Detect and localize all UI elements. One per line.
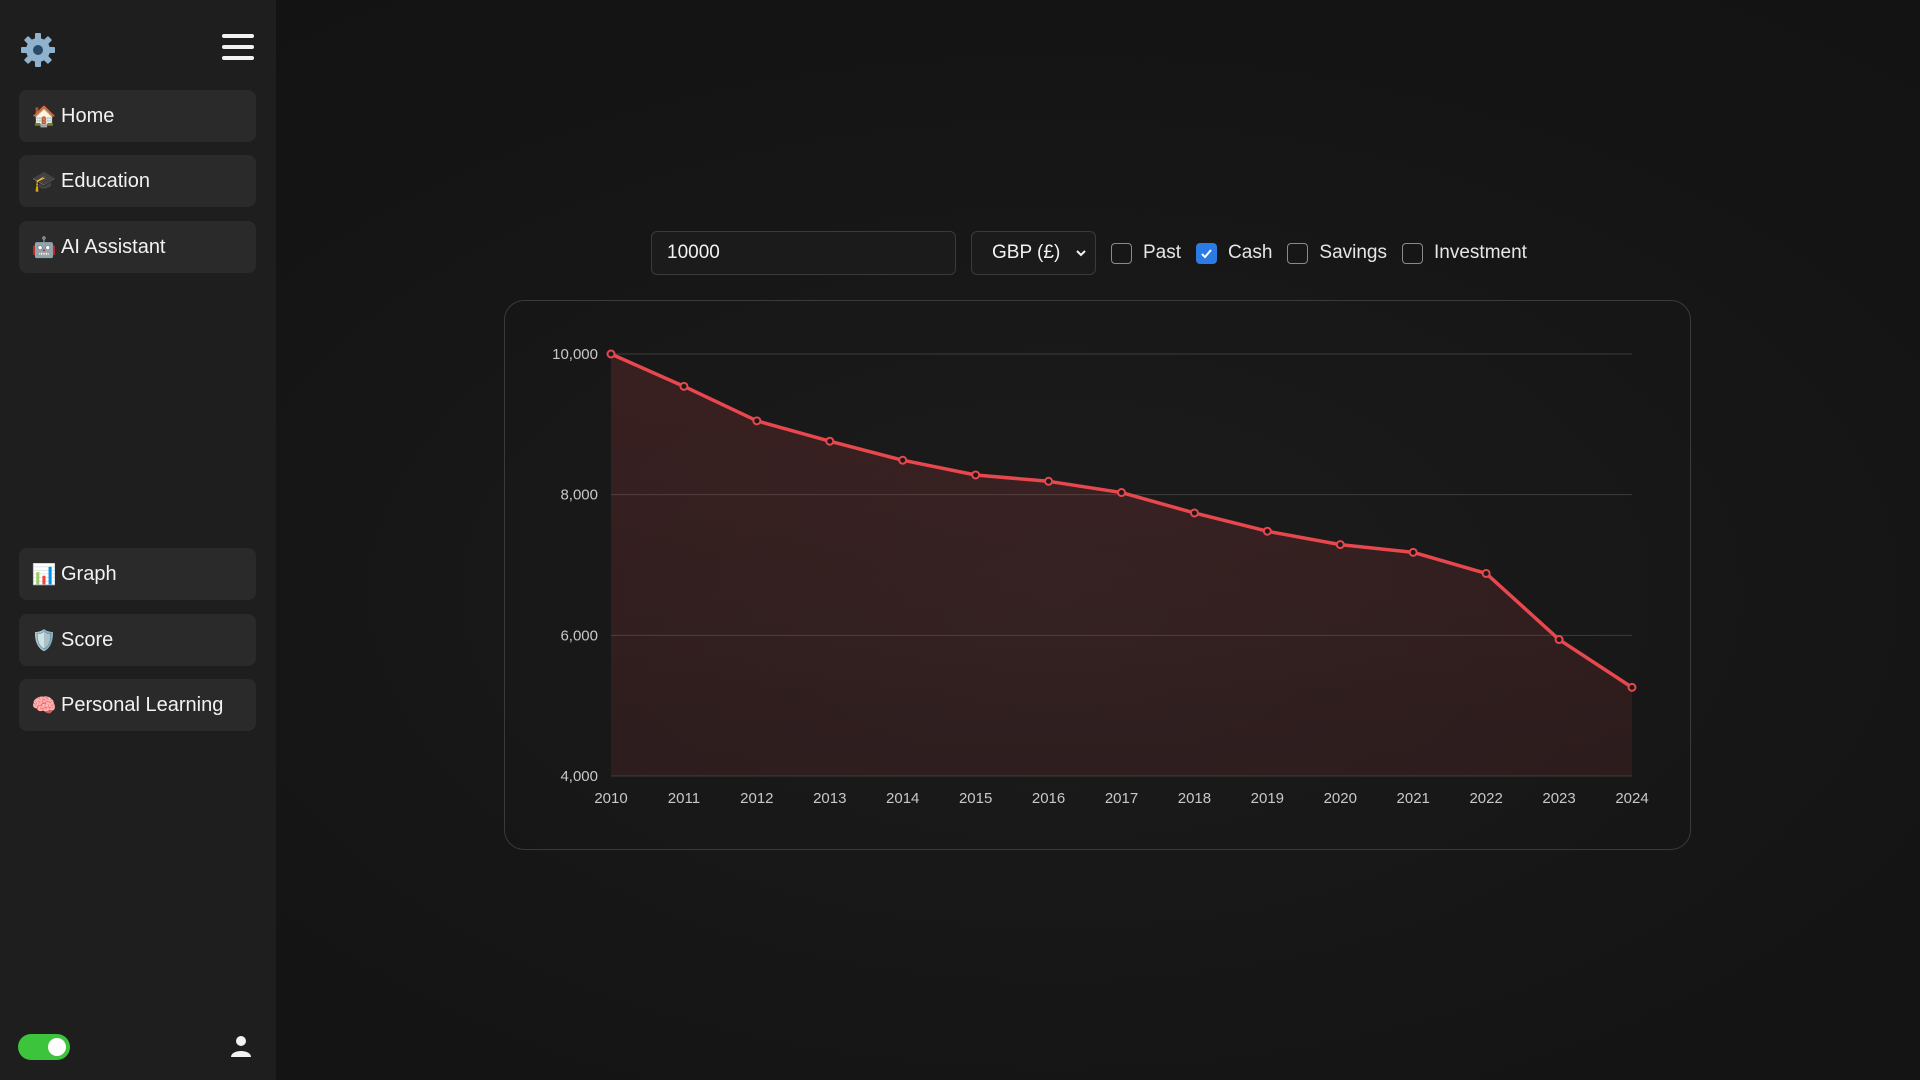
x-tick-label: 2017 [1105, 790, 1138, 807]
checkmark-icon [1201, 248, 1212, 258]
x-tick-label: 2021 [1397, 790, 1430, 807]
checkbox-past[interactable]: Past [1111, 242, 1181, 264]
x-tick-label: 2024 [1615, 790, 1648, 807]
data-point [752, 416, 762, 426]
currency-select[interactable]: GBP (£) [971, 231, 1096, 275]
sidebar-item-home[interactable]: 🏠 Home [19, 90, 256, 142]
toggle-knob [48, 1038, 66, 1056]
x-tick-label: 2016 [1032, 790, 1065, 807]
x-tick-label: 2014 [886, 790, 919, 807]
graph-controls: GBP (£) Past Cash Savings Investment [651, 231, 1527, 275]
x-tick-label: 2018 [1178, 790, 1211, 807]
hamburger-menu-icon[interactable] [222, 34, 254, 60]
robot-icon: 🤖 [31, 236, 57, 259]
data-point [1408, 547, 1418, 557]
data-point [606, 349, 616, 359]
sidebar-item-ai-assistant[interactable]: 🤖 AI Assistant [19, 221, 256, 273]
brain-icon: 🧠 [31, 694, 57, 717]
y-tick-label: 6,000 [560, 627, 598, 644]
data-point [1117, 488, 1126, 498]
x-tick-label: 2020 [1324, 790, 1357, 807]
sidebar: 🏠 Home 🎓 Education 🤖 AI Assistant 📊 Grap… [0, 0, 276, 1080]
sidebar-item-label: Education [61, 169, 150, 192]
x-tick-label: 2023 [1542, 790, 1575, 807]
series-area [611, 354, 1632, 776]
checkbox-cash[interactable]: Cash [1196, 242, 1272, 264]
sidebar-item-education[interactable]: 🎓 Education [19, 155, 256, 207]
sidebar-item-label: Home [61, 104, 115, 127]
data-point [898, 455, 908, 465]
checkbox-label: Past [1143, 242, 1182, 263]
sidebar-item-label: Graph [61, 562, 117, 585]
y-tick-label: 4,000 [560, 768, 598, 785]
x-tick-label: 2010 [594, 790, 627, 807]
checkbox-label: Cash [1228, 242, 1273, 263]
sidebar-item-personal-learning[interactable]: 🧠 Personal Learning [19, 679, 256, 731]
sidebar-item-graph[interactable]: 📊 Graph [19, 548, 256, 600]
data-point [1481, 568, 1491, 578]
sidebar-item-label: Score [61, 628, 114, 651]
amount-input[interactable] [651, 231, 956, 275]
x-tick-label: 2022 [1469, 790, 1502, 807]
data-point [971, 470, 981, 480]
data-point [679, 381, 689, 391]
checkbox-savings[interactable]: Savings [1287, 242, 1387, 264]
x-tick-label: 2012 [740, 790, 773, 807]
y-tick-label: 8,000 [560, 487, 598, 504]
theme-toggle[interactable] [18, 1034, 70, 1060]
data-point [1189, 508, 1199, 518]
user-icon[interactable] [229, 1034, 253, 1058]
sidebar-item-label: Personal Learning [61, 693, 224, 716]
currency-select-value: GBP (£) [992, 242, 1061, 263]
checkbox-investment[interactable]: Investment [1402, 242, 1527, 264]
sidebar-item-label: AI Assistant [61, 235, 166, 258]
home-icon: 🏠 [31, 105, 57, 128]
x-tick-label: 2011 [668, 790, 700, 807]
x-tick-label: 2013 [813, 790, 846, 807]
chart-card: 10,000 8,000 6,000 4,000 2010 2011 2012 2013 201… [504, 300, 1691, 850]
chevron-down-icon [1076, 250, 1086, 257]
shield-icon: 🛡️ [31, 629, 57, 652]
gear-icon[interactable] [20, 32, 56, 68]
data-point [1627, 682, 1637, 692]
x-tick-label: 2015 [959, 790, 992, 807]
bar-chart-icon: 📊 [31, 563, 57, 586]
checkbox-box[interactable] [1287, 242, 1309, 264]
checkbox-label: Investment [1434, 242, 1527, 263]
x-tick-label: 2019 [1251, 790, 1284, 807]
line-chart: 10,000 8,000 6,000 4,000 2010 2011 2012 2013 201… [552, 346, 1649, 807]
sidebar-item-score[interactable]: 🛡️ Score [19, 614, 256, 666]
graduation-cap-icon: 🎓 [31, 170, 57, 193]
data-point [1554, 635, 1564, 645]
data-point [1044, 476, 1054, 486]
y-tick-label: 10,000 [552, 346, 598, 363]
data-point [1262, 526, 1272, 536]
checkbox-box[interactable] [1196, 242, 1218, 264]
checkbox-label: Savings [1319, 242, 1387, 263]
data-point [825, 436, 835, 446]
checkbox-box[interactable] [1402, 242, 1423, 264]
checkbox-box[interactable] [1111, 242, 1132, 264]
data-point [1335, 540, 1345, 550]
